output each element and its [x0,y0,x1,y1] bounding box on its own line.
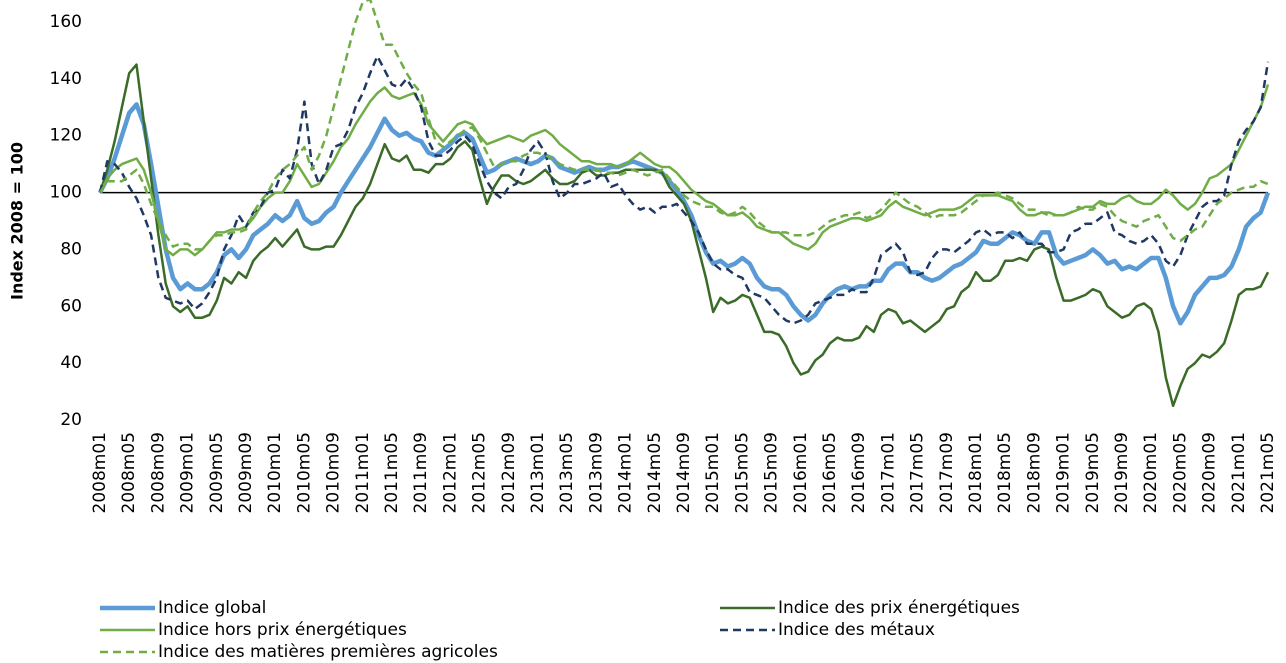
x-tick-label: 2014m01 [616,432,636,513]
legend-label: Indice des matières premières agricoles [158,642,498,662]
x-tick-label: 2018m09 [1024,432,1044,513]
x-tick-label: 2016m05 [820,432,840,513]
x-tick-label: 2019m05 [1083,432,1103,513]
x-tick-label: 2009m09 [236,432,256,513]
x-tick-label: 2018m05 [995,432,1015,513]
x-tick-label: 2017m05 [908,432,928,513]
legend-item: Indice des prix énergétiques [720,598,1020,618]
x-tick-label: 2010m09 [324,432,344,513]
x-tick-label: 2012m05 [470,432,490,513]
legend-item: Indice des matières premières agricoles [100,642,498,662]
x-tick-label: 2020m01 [1141,432,1161,513]
legend-label: Indice des métaux [778,620,935,640]
x-tick-label: 2013m09 [586,432,606,513]
x-tick-label: 2015m05 [732,432,752,513]
y-tick-label: 80 [60,239,82,259]
legend-label: Indice des prix énergétiques [778,598,1020,618]
x-tick-label: 2017m01 [878,432,898,513]
x-tick-label: 2021m01 [1229,432,1249,513]
x-tick-label: 2013m05 [557,432,577,513]
x-tick-label: 2011m09 [411,432,431,513]
y-axis-label: Index 2008 = 100 [8,142,27,300]
x-tick-label: 2012m01 [440,432,460,513]
x-tick-label: 2009m01 [178,432,198,513]
x-tick-label: 2015m09 [762,432,782,513]
x-tick-label: 2019m09 [1112,432,1132,513]
x-tick-label: 2015m01 [703,432,723,513]
y-tick-label: 60 [60,296,82,316]
x-tick-label: 2008m05 [119,432,139,513]
x-tick-label: 2018m01 [966,432,986,513]
y-tick-label: 20 [60,410,82,430]
x-tick-label: 2010m01 [265,432,285,513]
x-tick-label: 2021m05 [1258,432,1278,513]
series-line [97,102,1271,326]
legend-label: Indice global [158,598,266,618]
legend-item: Indice global [100,598,266,618]
legend-label: Indice hors prix énergétiques [158,620,407,640]
x-tick-label: 2016m01 [791,432,811,513]
x-tick-label: 2011m05 [382,432,402,513]
series-line [98,0,1269,251]
x-tick-label: 2017m09 [937,432,957,513]
x-tick-label: 2019m01 [1054,432,1074,513]
series-line [98,54,1270,325]
series-line [98,84,1270,257]
legend-item: Indice des métaux [720,620,935,640]
x-tick-label: 2013m01 [528,432,548,513]
x-tick-label: 2014m09 [674,432,694,513]
x-tick-label: 2020m05 [1170,432,1190,513]
y-tick-label: 100 [50,183,82,203]
y-tick-label: 120 [50,126,82,146]
x-tick-label: 2012m09 [499,432,519,513]
x-tick-label: 2010m05 [294,432,314,513]
x-tick-label: 2014m05 [645,432,665,513]
x-tick-label: 2008m09 [148,432,168,513]
x-tick-label: 2011m01 [353,432,373,513]
x-tick-label: 2016m09 [849,432,869,513]
x-tick-label: 2008m01 [90,432,110,513]
x-tick-label: 2009m05 [207,432,227,513]
legend-item: Indice hors prix énergétiques [100,620,407,640]
y-tick-label: 40 [60,353,82,373]
y-tick-label: 140 [50,69,82,89]
x-tick-label: 2020m09 [1200,432,1220,513]
y-tick-label: 160 [50,12,82,32]
series-line [98,63,1270,408]
